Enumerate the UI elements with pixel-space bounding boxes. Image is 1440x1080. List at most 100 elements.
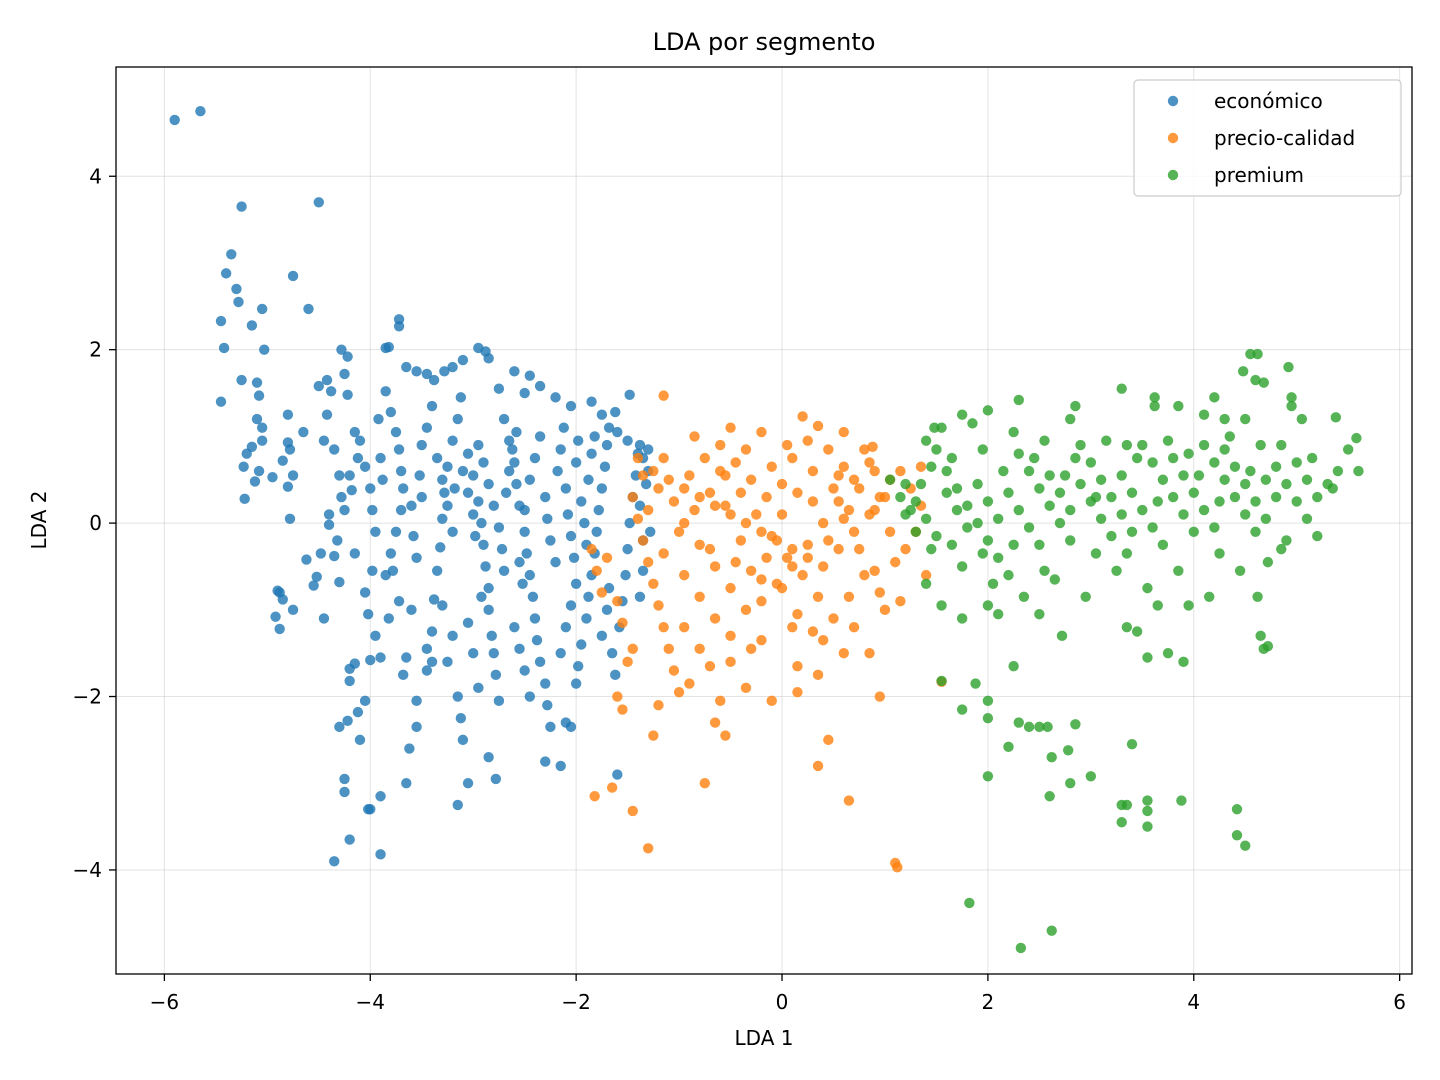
data-point — [709, 561, 721, 572]
data-point — [642, 444, 654, 455]
data-point — [406, 500, 417, 511]
data-point — [1008, 539, 1019, 550]
data-point — [570, 678, 582, 689]
data-point — [776, 509, 788, 520]
data-point — [246, 441, 258, 452]
data-point — [411, 552, 422, 563]
data-point — [315, 548, 327, 559]
data-point — [500, 487, 512, 498]
data-point — [277, 455, 288, 466]
data-point — [329, 444, 340, 455]
data-point — [679, 569, 690, 581]
data-point — [951, 504, 963, 516]
data-point — [895, 491, 906, 503]
data-point — [359, 461, 371, 472]
data-point — [496, 543, 508, 555]
data-point — [890, 556, 901, 568]
data-point — [828, 613, 839, 624]
data-point — [334, 721, 345, 733]
data-point — [689, 431, 700, 442]
data-point — [1049, 574, 1061, 585]
data-point — [411, 366, 422, 377]
data-point — [576, 496, 587, 507]
data-point — [684, 678, 695, 689]
data-point — [521, 548, 532, 559]
data-point — [1008, 660, 1019, 672]
data-point — [329, 550, 340, 562]
data-point — [586, 448, 597, 459]
data-point — [339, 368, 350, 380]
data-point — [401, 778, 412, 789]
data-point — [586, 396, 597, 407]
data-point — [1080, 591, 1091, 603]
data-point — [624, 389, 635, 400]
data-point — [323, 509, 335, 520]
data-point — [956, 561, 968, 572]
data-point — [1312, 491, 1323, 503]
x-tick-label: −2 — [561, 990, 590, 1014]
data-point — [1013, 717, 1024, 728]
data-point — [982, 695, 994, 707]
data-point — [318, 613, 330, 624]
data-point — [1013, 504, 1024, 516]
data-point — [1142, 805, 1153, 817]
data-point — [542, 699, 553, 711]
x-tick-label: 4 — [1187, 990, 1200, 1014]
data-point — [1157, 474, 1169, 485]
data-point — [1281, 478, 1292, 490]
data-point — [380, 386, 391, 397]
data-point — [864, 457, 875, 468]
data-point — [313, 197, 324, 208]
data-point — [1214, 548, 1225, 559]
data-point — [812, 591, 824, 603]
data-point — [606, 782, 618, 793]
data-point — [380, 569, 391, 581]
data-point — [972, 478, 983, 490]
data-point — [630, 470, 642, 481]
data-point — [467, 647, 479, 659]
data-point — [1034, 539, 1045, 550]
data-point — [951, 483, 963, 494]
data-point — [956, 613, 968, 624]
data-point — [833, 470, 844, 481]
data-point — [488, 500, 499, 511]
data-point — [393, 595, 405, 607]
data-point — [807, 465, 819, 477]
data-point — [1342, 444, 1354, 455]
data-point — [511, 478, 522, 490]
data-point — [867, 441, 878, 452]
data-point — [426, 656, 438, 668]
data-point — [1240, 509, 1251, 520]
data-point — [591, 565, 602, 576]
data-point — [1332, 465, 1344, 477]
data-point — [457, 465, 469, 477]
data-point — [233, 296, 244, 308]
data-point — [349, 658, 361, 669]
data-point — [1204, 591, 1215, 603]
data-point — [385, 406, 397, 418]
data-point — [339, 504, 350, 516]
data-point — [1296, 413, 1308, 425]
x-tick-label: 0 — [776, 990, 789, 1014]
data-point — [715, 439, 726, 451]
data-point — [531, 634, 543, 646]
data-point — [601, 552, 613, 563]
data-point — [428, 374, 440, 386]
data-point — [470, 530, 481, 542]
data-point — [349, 548, 361, 559]
data-point — [259, 344, 270, 355]
data-point — [642, 504, 654, 516]
data-point — [1281, 535, 1292, 546]
data-point — [462, 617, 474, 629]
data-point — [848, 474, 860, 485]
data-point — [504, 465, 515, 477]
data-point — [581, 613, 592, 624]
data-point — [612, 769, 623, 780]
data-point — [1193, 470, 1205, 481]
data-point — [339, 786, 350, 798]
data-point — [1147, 522, 1158, 533]
data-point — [534, 431, 546, 442]
data-point — [1034, 608, 1045, 620]
data-point — [439, 487, 450, 498]
data-point — [745, 474, 757, 485]
